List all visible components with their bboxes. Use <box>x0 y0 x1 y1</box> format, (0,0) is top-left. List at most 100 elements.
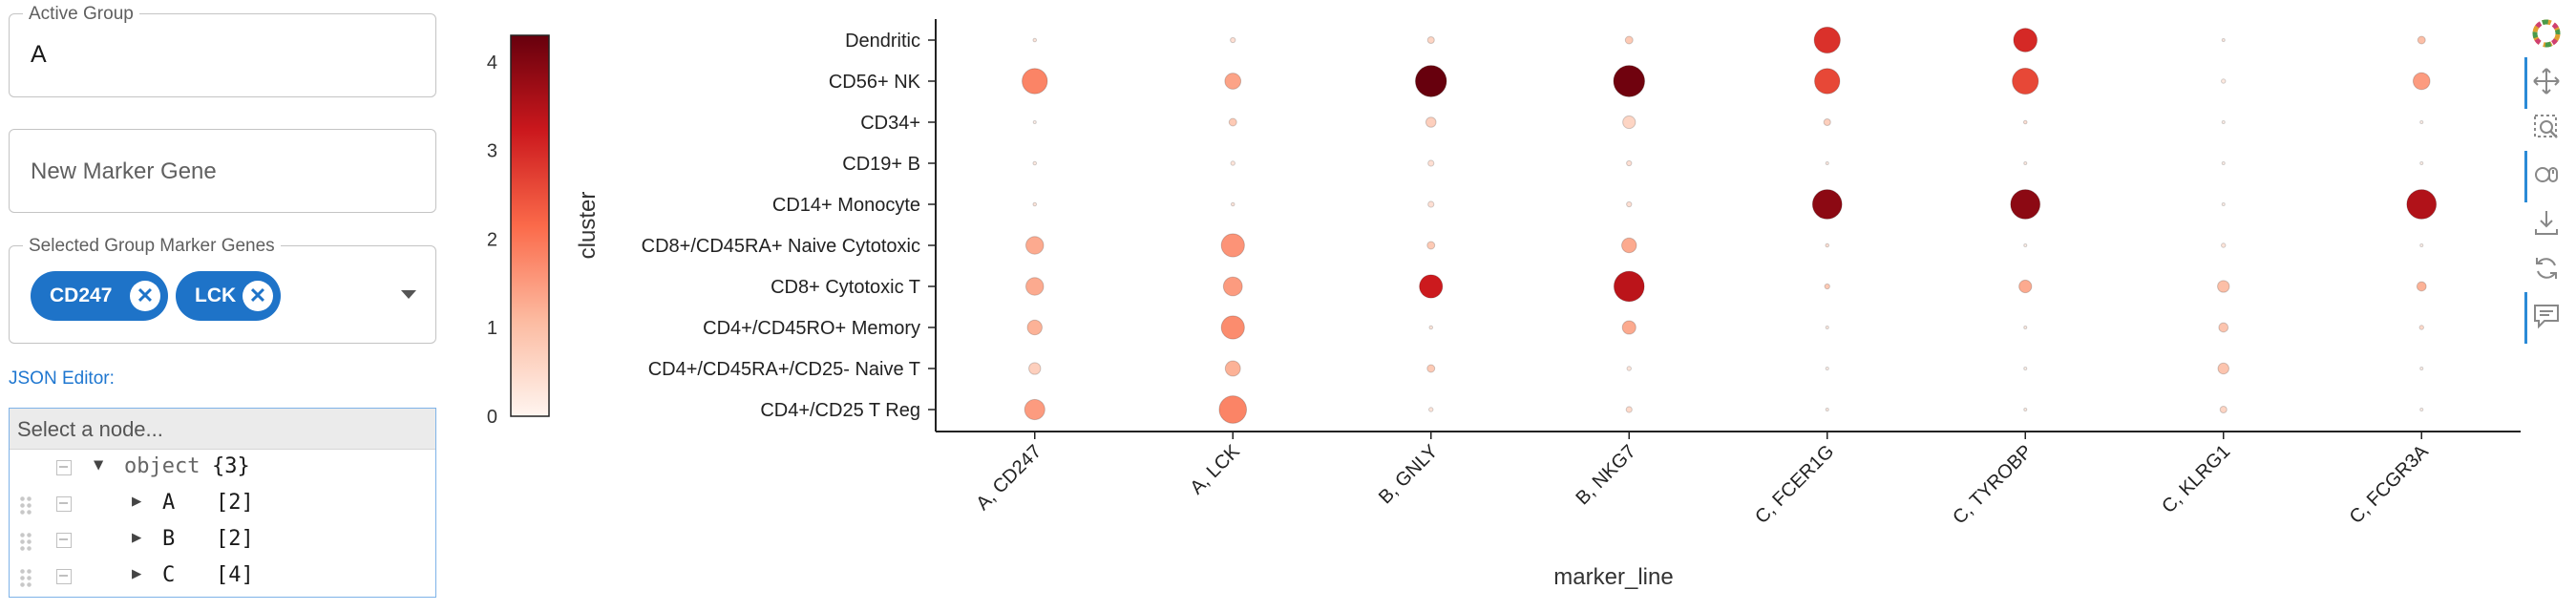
dot-point <box>1626 200 1633 208</box>
dot-point <box>2023 367 2028 370</box>
plot-toolbar <box>2521 0 2576 363</box>
x-tick-label: B, NKG7 <box>1572 441 1639 509</box>
tree-node-key: B <box>162 527 176 551</box>
dot-point <box>2419 243 2424 247</box>
json-search-placeholder: Select a node... <box>17 417 163 441</box>
save-icon[interactable] <box>2530 206 2563 239</box>
dot-point <box>1426 364 1436 373</box>
dot-point <box>2018 279 2033 294</box>
dot-point <box>1022 68 1048 95</box>
marker-chip-lck[interactable]: LCK ✕ <box>176 271 281 321</box>
new-marker-gene-field[interactable]: New Marker Gene <box>9 129 436 213</box>
tree-row-root[interactable]: ▼ object {3} <box>10 451 435 487</box>
dot-point <box>2217 280 2230 293</box>
dot-point <box>1813 26 1841 54</box>
context-menu-icon[interactable] <box>56 569 72 584</box>
dot-point <box>1026 319 1043 336</box>
json-editor-label: JSON Editor: <box>9 369 115 389</box>
colorbar-tick-label: 0 <box>487 407 497 428</box>
dot-point <box>1419 274 1444 299</box>
dot-point <box>2417 35 2426 45</box>
wheel-zoom-icon[interactable] <box>2530 158 2563 191</box>
dot-point <box>2023 326 2028 329</box>
x-tick-label: C, TYROBP <box>1949 441 2037 529</box>
x-tick-label: A, LCK <box>1186 441 1244 499</box>
dot-point <box>2219 405 2228 414</box>
dot-point <box>1224 360 1241 377</box>
colorbar: 0 1 2 3 4 cluster <box>487 34 601 428</box>
selected-markers-field[interactable]: Selected Group Marker Genes CD247 ✕ LCK … <box>9 236 436 344</box>
y-tick-label: CD8+ Cytotoxic T <box>771 277 920 298</box>
x-tick-label: C, FCER1G <box>1751 441 1838 528</box>
active-group-label: Active Group <box>23 4 139 25</box>
tree-node-key: A <box>162 491 176 515</box>
dot-point <box>1230 201 1235 207</box>
json-search-input[interactable]: Select a node... <box>10 409 435 450</box>
y-tick-label: CD4+/CD45RA+/CD25- Naive T <box>648 359 920 380</box>
dot-point <box>1220 233 1245 258</box>
bokeh-logo-icon[interactable] <box>2530 17 2563 50</box>
drag-handle-icon[interactable] <box>19 532 32 551</box>
collapsed-arrow-icon[interactable]: ▶ <box>132 564 142 583</box>
hover-icon[interactable] <box>2530 300 2563 332</box>
dot-point <box>2221 161 2226 165</box>
drag-handle-icon[interactable] <box>19 568 32 587</box>
dot-point <box>1825 408 1829 411</box>
dot-point <box>1230 160 1235 166</box>
dot-point <box>2419 120 2424 124</box>
box-zoom-icon[interactable] <box>2530 111 2563 143</box>
tree-row-c[interactable]: ▶ C [4] <box>10 559 435 596</box>
pan-icon[interactable] <box>2530 65 2563 97</box>
dot-point <box>1428 325 1434 330</box>
context-menu-icon[interactable] <box>56 496 72 512</box>
reset-icon[interactable] <box>2530 252 2563 284</box>
dot-point <box>2419 367 2424 370</box>
dot-point <box>1824 283 1830 290</box>
dot-point <box>1613 65 1646 97</box>
dot-point <box>2221 78 2227 84</box>
dot-point <box>1428 407 1434 412</box>
dot-point <box>2419 408 2424 411</box>
dot-point <box>1425 116 1437 128</box>
collapsed-arrow-icon[interactable]: ▶ <box>132 492 142 511</box>
chip-label: CD247 <box>50 284 113 306</box>
context-menu-icon[interactable] <box>56 460 72 475</box>
dot-point <box>1426 35 1435 45</box>
colorbar-tick-label: 1 <box>487 318 497 339</box>
dot-point <box>1414 65 1447 97</box>
collapsed-arrow-icon[interactable]: ▶ <box>132 528 142 547</box>
dot-point <box>1823 117 1831 127</box>
dot-point <box>2013 28 2038 53</box>
active-group-field[interactable]: Active Group A <box>9 4 436 97</box>
dot-point <box>2012 67 2039 95</box>
dot-point <box>2412 72 2431 91</box>
x-tick-label: A, CD247 <box>972 441 1045 515</box>
dropdown-caret-icon[interactable] <box>401 290 416 299</box>
plot-area[interactable]: Dendritic CD56+ NK CD34+ CD19+ B CD14+ Monoc… <box>642 19 2521 590</box>
dot-point <box>1622 115 1636 130</box>
dot-point <box>2221 202 2226 206</box>
marker-chip-cd247[interactable]: CD247 ✕ <box>31 271 168 321</box>
remove-chip-icon[interactable]: ✕ <box>243 281 273 311</box>
tree-row-b[interactable]: ▶ B [2] <box>10 523 435 559</box>
y-tick-label: CD56+ NK <box>829 72 921 93</box>
dot-point <box>1825 161 1829 165</box>
colorbar-tick-label: 3 <box>487 141 497 162</box>
dot-point <box>1621 320 1636 335</box>
drag-handle-icon[interactable] <box>19 495 32 515</box>
dot-point <box>2418 325 2424 330</box>
tool-active-indicator <box>2524 292 2527 344</box>
context-menu-icon[interactable] <box>56 533 72 548</box>
y-tick-label: CD19+ B <box>842 154 920 175</box>
active-group-input[interactable]: A <box>31 41 47 68</box>
new-marker-gene-input[interactable]: New Marker Gene <box>31 158 217 184</box>
dot-plot[interactable]: 0 1 2 3 4 cluster Dendritic CD56+ NK CD34+ CD19+… <box>0 0 2521 611</box>
tree-node-count: [2] <box>216 491 254 515</box>
dot-point <box>1427 200 1435 208</box>
colorbar-tick-label: 4 <box>487 53 497 74</box>
remove-chip-icon[interactable]: ✕ <box>130 281 160 311</box>
expanded-arrow-icon[interactable]: ▼ <box>94 455 104 474</box>
tree-row-a[interactable]: ▶ A [2] <box>10 487 435 523</box>
dot-point <box>2023 408 2028 411</box>
tree-root-key: object <box>124 454 201 478</box>
